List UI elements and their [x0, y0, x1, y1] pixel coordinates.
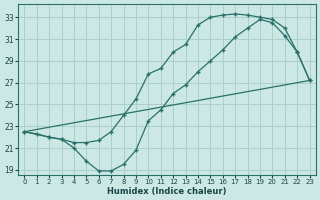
X-axis label: Humidex (Indice chaleur): Humidex (Indice chaleur) [107, 187, 227, 196]
